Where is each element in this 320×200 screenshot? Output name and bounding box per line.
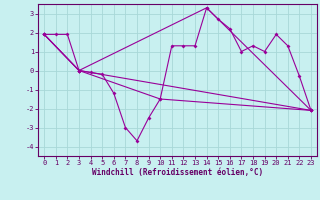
X-axis label: Windchill (Refroidissement éolien,°C): Windchill (Refroidissement éolien,°C)	[92, 168, 263, 177]
